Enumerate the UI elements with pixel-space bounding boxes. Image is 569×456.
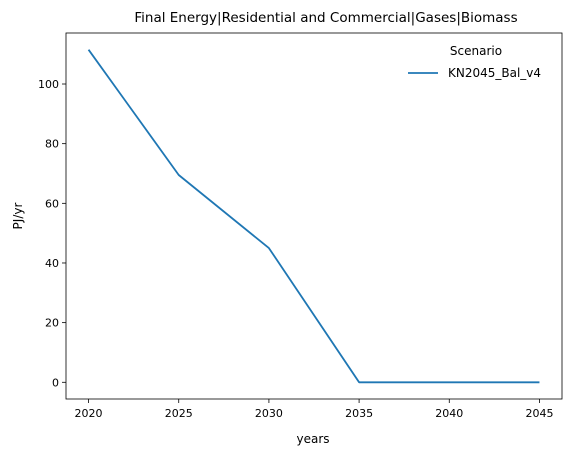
x-axis-label: years (296, 432, 329, 446)
y-tick-label: 100 (38, 78, 59, 91)
y-tick-label: 80 (45, 138, 59, 151)
chart-title: Final Energy|Residential and Commercial|… (134, 10, 517, 26)
x-tick-label: 2030 (255, 407, 283, 420)
x-tick-label: 2040 (435, 407, 463, 420)
y-axis: 0 20 40 60 80 100 (38, 78, 66, 389)
legend-label-KN2045_Bal_v4: KN2045_Bal_v4 (448, 66, 541, 80)
y-axis-label: PJ/yr (11, 203, 25, 230)
y-tick-label: 20 (45, 317, 59, 330)
x-tick-label: 2035 (345, 407, 373, 420)
series-line-KN2045_Bal_v4 (87, 49, 540, 384)
y-tick-label: 0 (52, 376, 59, 389)
x-tick-label: 2020 (75, 407, 103, 420)
plot-area (65, 32, 563, 400)
y-tick-label: 60 (45, 197, 59, 210)
legend: Scenario KN2045_Bal_v4 (408, 44, 541, 80)
x-tick-label: 2025 (165, 407, 193, 420)
x-axis: 2020 2025 2030 2035 2040 2045 (75, 399, 553, 420)
series-layer (87, 49, 540, 384)
legend-title: Scenario (450, 44, 502, 58)
x-tick-label: 2045 (525, 407, 553, 420)
y-tick-label: 40 (45, 257, 59, 270)
